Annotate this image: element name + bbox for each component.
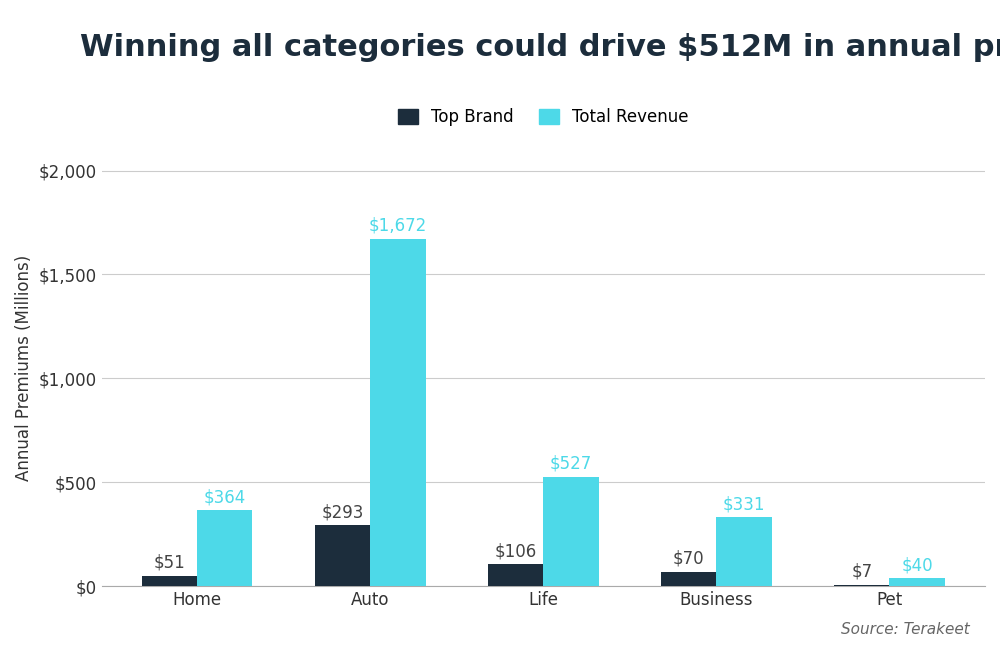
Text: $51: $51 [154, 554, 185, 572]
Bar [716, 517, 772, 586]
Bar [488, 564, 543, 586]
Text: $331: $331 [723, 495, 765, 514]
Bar [889, 578, 945, 586]
Bar [315, 525, 370, 586]
Bar [197, 510, 252, 586]
Y-axis label: Annual Premiums (Millions): Annual Premiums (Millions) [15, 255, 33, 481]
Text: $364: $364 [204, 489, 246, 507]
Text: $293: $293 [321, 504, 364, 521]
Text: $527: $527 [550, 455, 592, 473]
Bar [661, 571, 716, 586]
Text: $40: $40 [901, 556, 933, 574]
Text: $106: $106 [494, 542, 537, 560]
Text: $70: $70 [673, 550, 704, 568]
Text: Winning all categories could drive $512M in annual premiums: Winning all categories could drive $512M… [80, 32, 1000, 62]
Legend: Top Brand, Total Revenue: Top Brand, Total Revenue [391, 101, 695, 133]
Bar [834, 585, 889, 586]
Text: Source: Terakeet: Source: Terakeet [841, 622, 970, 637]
Bar [370, 239, 426, 586]
Text: $7: $7 [851, 563, 872, 581]
Text: $1,672: $1,672 [369, 217, 427, 235]
Bar [142, 575, 197, 586]
Bar [543, 476, 599, 586]
